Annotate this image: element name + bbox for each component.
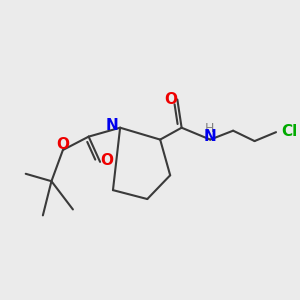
Text: O: O — [56, 136, 69, 152]
Text: N: N — [203, 129, 216, 144]
Text: O: O — [164, 92, 178, 107]
Text: N: N — [106, 118, 118, 133]
Text: H: H — [205, 122, 214, 135]
Text: O: O — [101, 153, 114, 168]
Text: Cl: Cl — [281, 124, 297, 139]
